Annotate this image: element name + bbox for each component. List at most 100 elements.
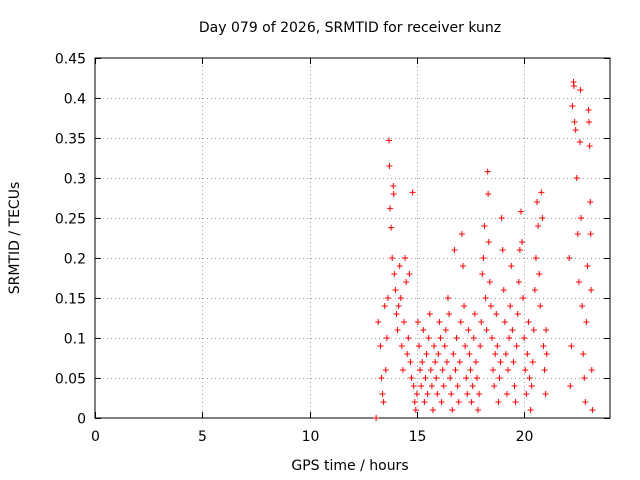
data-point bbox=[424, 391, 431, 397]
data-point bbox=[412, 407, 419, 413]
data-point bbox=[543, 351, 550, 357]
data-point bbox=[423, 351, 430, 357]
y-axis-label: SRMTID / TECUs bbox=[7, 182, 23, 295]
data-point bbox=[408, 375, 415, 381]
data-point bbox=[421, 399, 428, 405]
data-point bbox=[450, 351, 457, 357]
data-point bbox=[394, 327, 401, 333]
data-point bbox=[391, 271, 398, 277]
data-point bbox=[433, 375, 440, 381]
x-tick-label: 15 bbox=[409, 429, 427, 445]
data-point bbox=[485, 191, 492, 197]
y-tick-label: 0.25 bbox=[55, 212, 86, 228]
data-point bbox=[478, 319, 485, 325]
data-point bbox=[422, 375, 429, 381]
data-point bbox=[477, 343, 484, 349]
data-point bbox=[375, 319, 382, 325]
data-point bbox=[410, 383, 417, 389]
data-point bbox=[504, 391, 510, 397]
x-tick-labels: 0 5 10 15 20 bbox=[91, 429, 533, 445]
data-point bbox=[461, 303, 468, 309]
data-point bbox=[387, 205, 394, 212]
data-point bbox=[447, 375, 454, 381]
data-point bbox=[525, 319, 532, 325]
data-point bbox=[390, 183, 397, 189]
data-point bbox=[454, 383, 461, 389]
data-point bbox=[388, 224, 395, 231]
data-point bbox=[589, 407, 596, 413]
data-point bbox=[396, 263, 403, 269]
data-point bbox=[419, 359, 426, 365]
data-point bbox=[588, 287, 595, 293]
data-point bbox=[507, 303, 514, 309]
data-point bbox=[523, 391, 530, 397]
data-point bbox=[535, 223, 542, 229]
data-point bbox=[416, 343, 423, 349]
data-point bbox=[585, 107, 592, 113]
data-point bbox=[377, 343, 384, 349]
data-point bbox=[526, 375, 533, 381]
data-point bbox=[390, 191, 397, 197]
data-point bbox=[460, 263, 467, 269]
data-point bbox=[568, 343, 575, 349]
y-tick-label: 0.1 bbox=[64, 332, 86, 348]
data-point bbox=[475, 407, 482, 413]
data-point bbox=[528, 383, 535, 389]
y-tick-label: 0.2 bbox=[64, 252, 86, 268]
data-point bbox=[398, 343, 405, 349]
chart-title: Day 079 of 2026, SRMTID for receiver kun… bbox=[199, 20, 501, 36]
data-point bbox=[512, 399, 519, 405]
data-point bbox=[462, 343, 469, 349]
data-point bbox=[437, 335, 444, 341]
data-point bbox=[486, 279, 493, 285]
data-point bbox=[469, 383, 476, 389]
data-point bbox=[522, 367, 529, 373]
data-point bbox=[453, 335, 460, 341]
data-point bbox=[520, 295, 527, 301]
data-point bbox=[438, 399, 445, 405]
data-point bbox=[405, 335, 412, 341]
data-point bbox=[506, 335, 513, 341]
data-point bbox=[420, 327, 427, 333]
data-point bbox=[583, 319, 590, 325]
data-point bbox=[463, 375, 470, 381]
data-point bbox=[513, 343, 520, 349]
data-point bbox=[511, 383, 518, 389]
data-point bbox=[543, 327, 550, 333]
data-point bbox=[455, 399, 462, 405]
data-point bbox=[519, 239, 526, 245]
data-point bbox=[542, 391, 549, 397]
data-point bbox=[406, 271, 413, 277]
data-point bbox=[515, 279, 522, 285]
data-point bbox=[539, 215, 546, 221]
data-point bbox=[498, 215, 505, 221]
data-point bbox=[443, 359, 450, 365]
grid-lines bbox=[95, 58, 610, 418]
data-point bbox=[448, 391, 455, 397]
x-axis-label: GPS time / hours bbox=[291, 458, 408, 474]
data-point bbox=[582, 399, 589, 405]
data-point bbox=[381, 303, 388, 309]
data-point bbox=[577, 87, 584, 93]
data-point bbox=[401, 319, 407, 325]
data-point bbox=[439, 367, 446, 373]
data-point bbox=[426, 311, 433, 317]
axis-ticks bbox=[95, 58, 610, 419]
data-point bbox=[569, 103, 576, 109]
data-point bbox=[470, 335, 477, 341]
data-point bbox=[508, 263, 515, 269]
data-point bbox=[458, 231, 465, 237]
data-point bbox=[386, 163, 393, 169]
data-point bbox=[385, 137, 392, 144]
data-point bbox=[409, 189, 416, 196]
data-point bbox=[435, 351, 442, 357]
data-point bbox=[505, 367, 512, 373]
y-tick-label: 0.3 bbox=[64, 172, 86, 188]
data-point bbox=[476, 391, 483, 397]
data-point bbox=[467, 367, 474, 373]
data-point bbox=[509, 327, 516, 333]
data-point bbox=[431, 343, 438, 349]
data-point bbox=[541, 367, 548, 373]
data-point bbox=[521, 335, 528, 341]
data-point bbox=[480, 255, 487, 261]
